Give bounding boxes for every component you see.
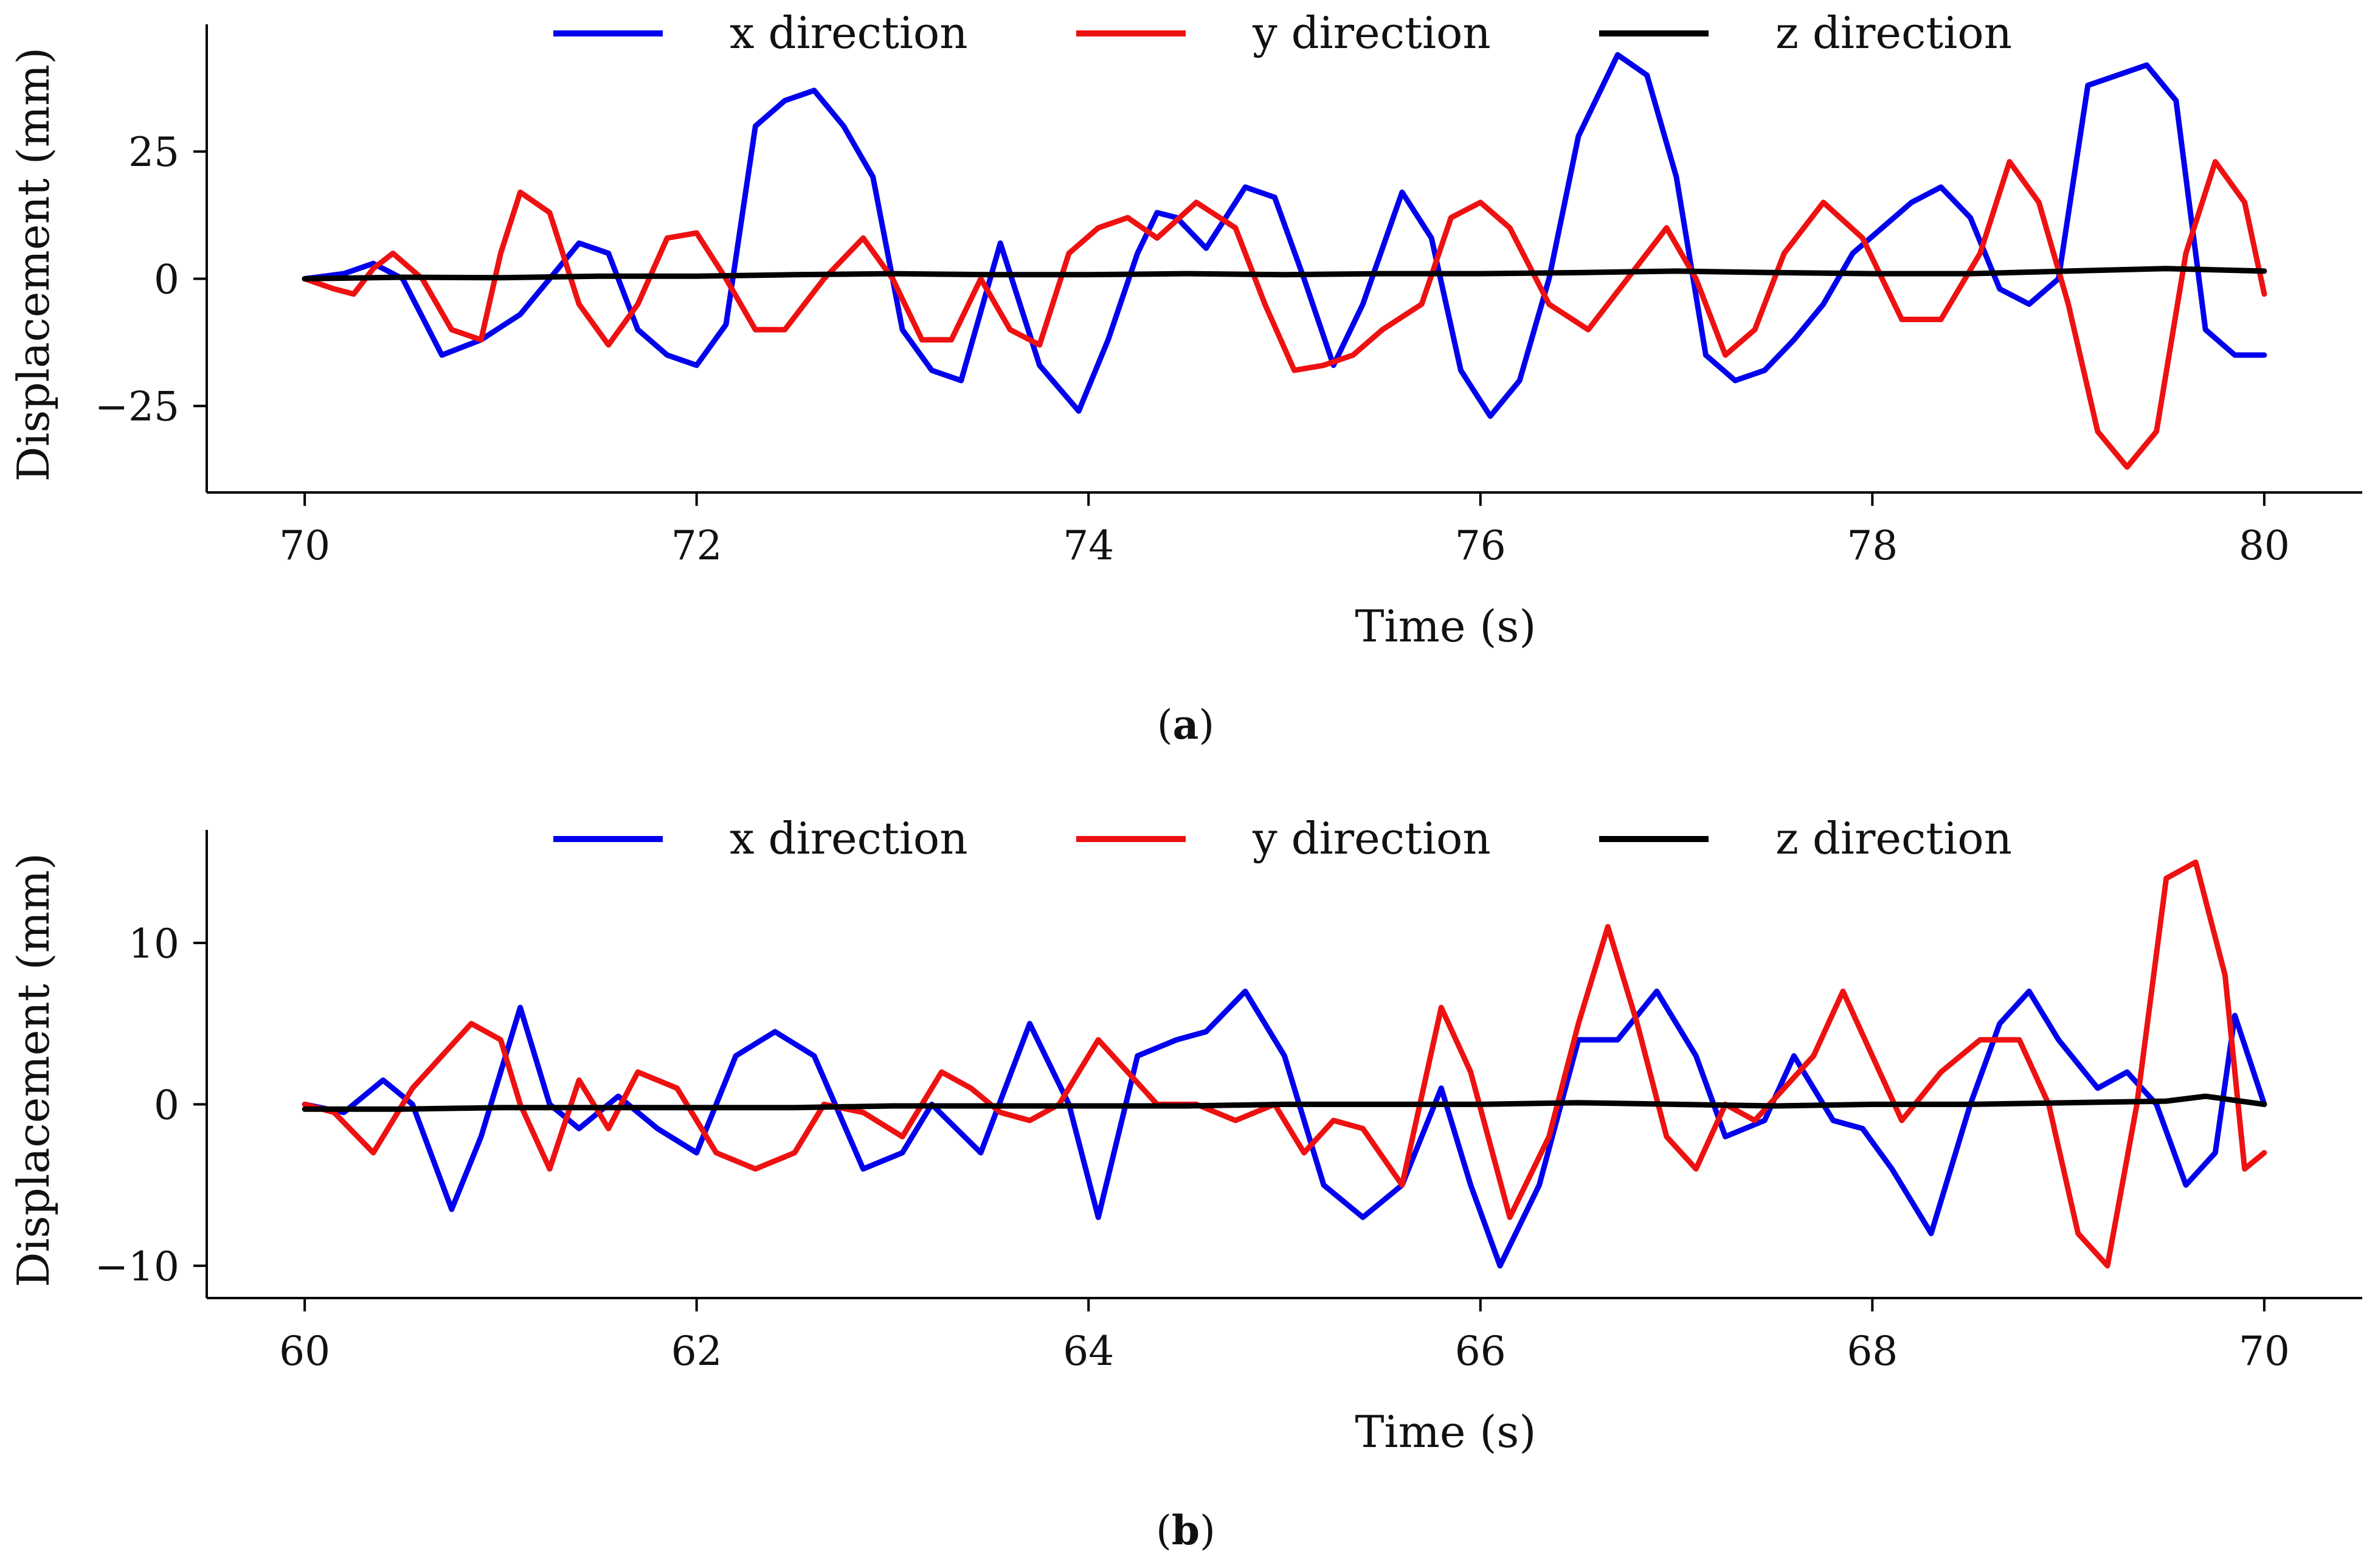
y-axis-label: Displacement (mm) — [8, 47, 59, 482]
x-axis-label: Time (s) — [1355, 1406, 1537, 1457]
y-tick-label: 0 — [154, 1082, 179, 1128]
legend-label-z: z direction — [1775, 7, 2012, 58]
legend-label-y: y direction — [1252, 813, 1491, 864]
series-line-x — [302, 52, 2267, 419]
x-axis-label: Time (s) — [1355, 601, 1537, 652]
x-tick-label: 80 — [2239, 522, 2290, 569]
chart-panel-a: 70 72 74 76 78 80 −25 0 25 Time (s) Displacement (… — [8, 7, 2362, 748]
x-tick-label: 74 — [1063, 522, 1114, 569]
x-tick-label: 70 — [279, 522, 330, 569]
x-tick-label: 60 — [279, 1328, 330, 1375]
y-tick-label: 10 — [128, 920, 179, 967]
x-tick-label: 68 — [1847, 1328, 1898, 1375]
y-axis-label: Displacement (mm) — [8, 853, 59, 1287]
series-line-y — [302, 859, 2267, 1269]
series-line-x — [302, 989, 2267, 1269]
x-tick-label: 64 — [1063, 1328, 1114, 1375]
legend-label-z: z direction — [1775, 813, 2012, 864]
x-tick-label: 70 — [2239, 1328, 2290, 1375]
y-tick-label: 0 — [154, 256, 179, 303]
y-tick-label: −25 — [95, 384, 179, 430]
x-tick-label: 78 — [1847, 522, 1898, 569]
x-tick-label: 62 — [671, 1328, 722, 1375]
series-line-z — [302, 266, 2267, 281]
legend-label-x: x direction — [730, 813, 968, 864]
panel-caption: (b) — [1156, 1507, 1215, 1554]
x-tick-label: 76 — [1455, 522, 1506, 569]
x-tick-label: 66 — [1455, 1328, 1506, 1375]
y-tick-label: 25 — [128, 129, 179, 176]
series-line-z — [302, 1093, 2267, 1112]
x-tick-label: 72 — [671, 522, 722, 569]
legend-label-x: x direction — [730, 7, 968, 58]
y-tick-label: −10 — [95, 1243, 179, 1290]
panel-caption: (a) — [1157, 701, 1214, 748]
series-line-y — [302, 159, 2267, 470]
chart-panel-b: 60 62 64 66 68 70 −10 0 10 Time (s) Displacement (… — [8, 813, 2362, 1554]
legend-label-y: y direction — [1252, 7, 1491, 58]
